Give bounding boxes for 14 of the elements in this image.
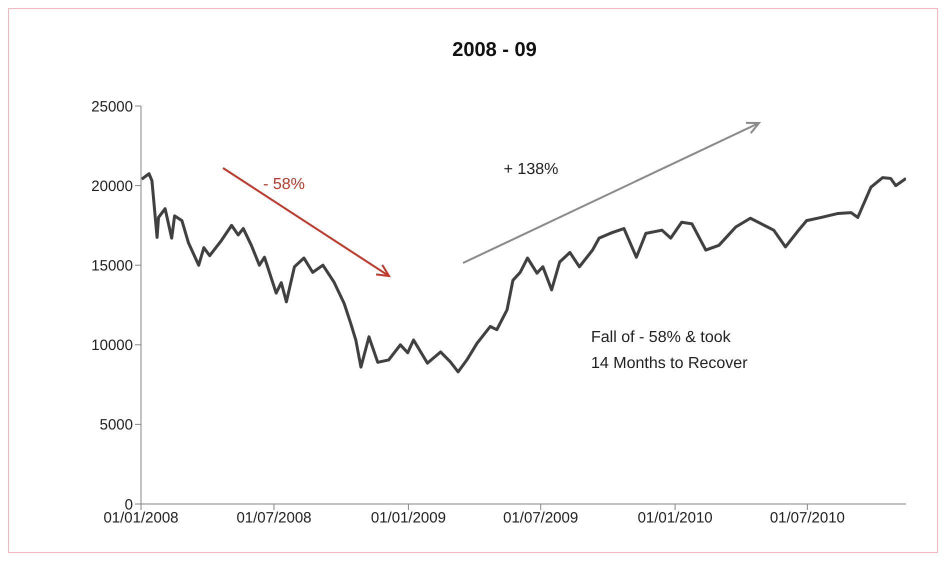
y-tick-label: 5000: [100, 416, 133, 434]
annotation: - 58%: [263, 176, 305, 193]
y-tick-label: 20000: [91, 178, 133, 195]
x-tick-label: 01/01/2009: [370, 510, 446, 527]
chart-title: 2008 - 09: [452, 39, 537, 61]
x-tick-label: 01/07/2009: [503, 510, 578, 527]
y-tick-label: 10000: [91, 337, 133, 354]
y-tick-label: 15000: [91, 258, 133, 275]
annotation: Fall of - 58% & took 14 Months to Recover: [591, 329, 748, 372]
x-tick-label: 01/07/2008: [236, 510, 312, 527]
x-tick-label: 01/07/2010: [770, 510, 845, 527]
x-tick-label: 01/01/2010: [638, 510, 713, 527]
y-tick-label: 25000: [91, 98, 133, 116]
annotation: + 138%: [504, 161, 558, 178]
